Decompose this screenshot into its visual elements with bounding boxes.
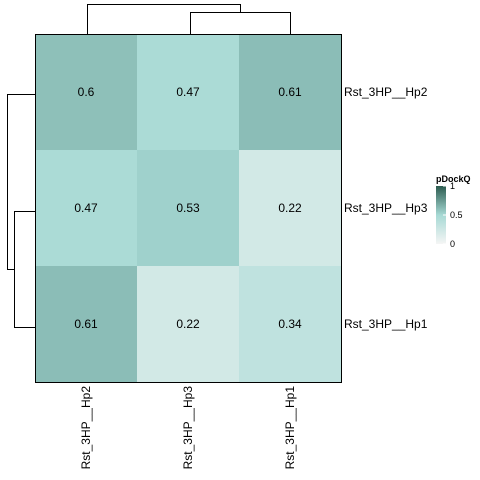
- heatmap-border: [35, 34, 342, 383]
- legend-tick-label: 0: [450, 239, 455, 249]
- heatmap-cell: [137, 266, 239, 382]
- cell-value-label: 0.22: [278, 201, 302, 215]
- cell-value-label: 0.34: [278, 317, 302, 331]
- row-label: Rst_3HP__Hp2: [344, 85, 428, 99]
- heatmap-cell: [137, 34, 239, 150]
- row-dendro-branch-outer: [7, 94, 35, 270]
- heatmap-cell: [239, 266, 341, 382]
- column-labels: Rst_3HP__Hp2 Rst_3HP__Hp3 Rst_3HP__Hp1: [79, 386, 297, 470]
- heatmap-cell: [35, 150, 137, 266]
- row-dendrogram: [7, 94, 35, 328]
- row-dendro-branch-inner: [14, 211, 35, 328]
- heatmap-cell: [35, 266, 137, 382]
- heatmap-cells: 0.6 0.47 0.61 0.47 0.53 0.22 0.61 0.22 0.34: [35, 34, 341, 382]
- legend-colorbar: [436, 186, 446, 244]
- col-dendro-branch-inner: [190, 12, 291, 34]
- cell-value-label: 0.61: [278, 85, 302, 99]
- legend: pDockQ 00.51: [436, 174, 471, 249]
- legend-tick-label: 1: [450, 181, 455, 191]
- row-label: Rst_3HP__Hp3: [344, 201, 428, 215]
- legend-tick-label: 0.5: [450, 210, 463, 220]
- cell-value-label: 0.53: [176, 201, 200, 215]
- cell-value-label: 0.22: [176, 317, 200, 331]
- legend-ticks: 00.51: [443, 181, 463, 249]
- heatmap-cell: [239, 150, 341, 266]
- cell-value-label: 0.6: [78, 85, 95, 99]
- heatmap-cell: [137, 150, 239, 266]
- column-label: Rst_3HP__Hp1: [283, 386, 297, 470]
- column-label: Rst_3HP__Hp2: [79, 386, 93, 470]
- cell-value-label: 0.47: [74, 201, 98, 215]
- row-label: Rst_3HP__Hp1: [344, 317, 428, 331]
- heatmap-cell: [239, 34, 341, 150]
- col-dendro-branch-outer: [87, 4, 241, 34]
- heatmap-cell: [35, 34, 137, 150]
- cell-value-label: 0.61: [74, 317, 98, 331]
- cell-value-label: 0.47: [176, 85, 200, 99]
- legend-title: pDockQ: [436, 174, 471, 184]
- column-dendrogram: [87, 4, 291, 34]
- row-labels: Rst_3HP__Hp2 Rst_3HP__Hp3 Rst_3HP__Hp1: [344, 85, 428, 331]
- column-label: Rst_3HP__Hp3: [181, 386, 195, 470]
